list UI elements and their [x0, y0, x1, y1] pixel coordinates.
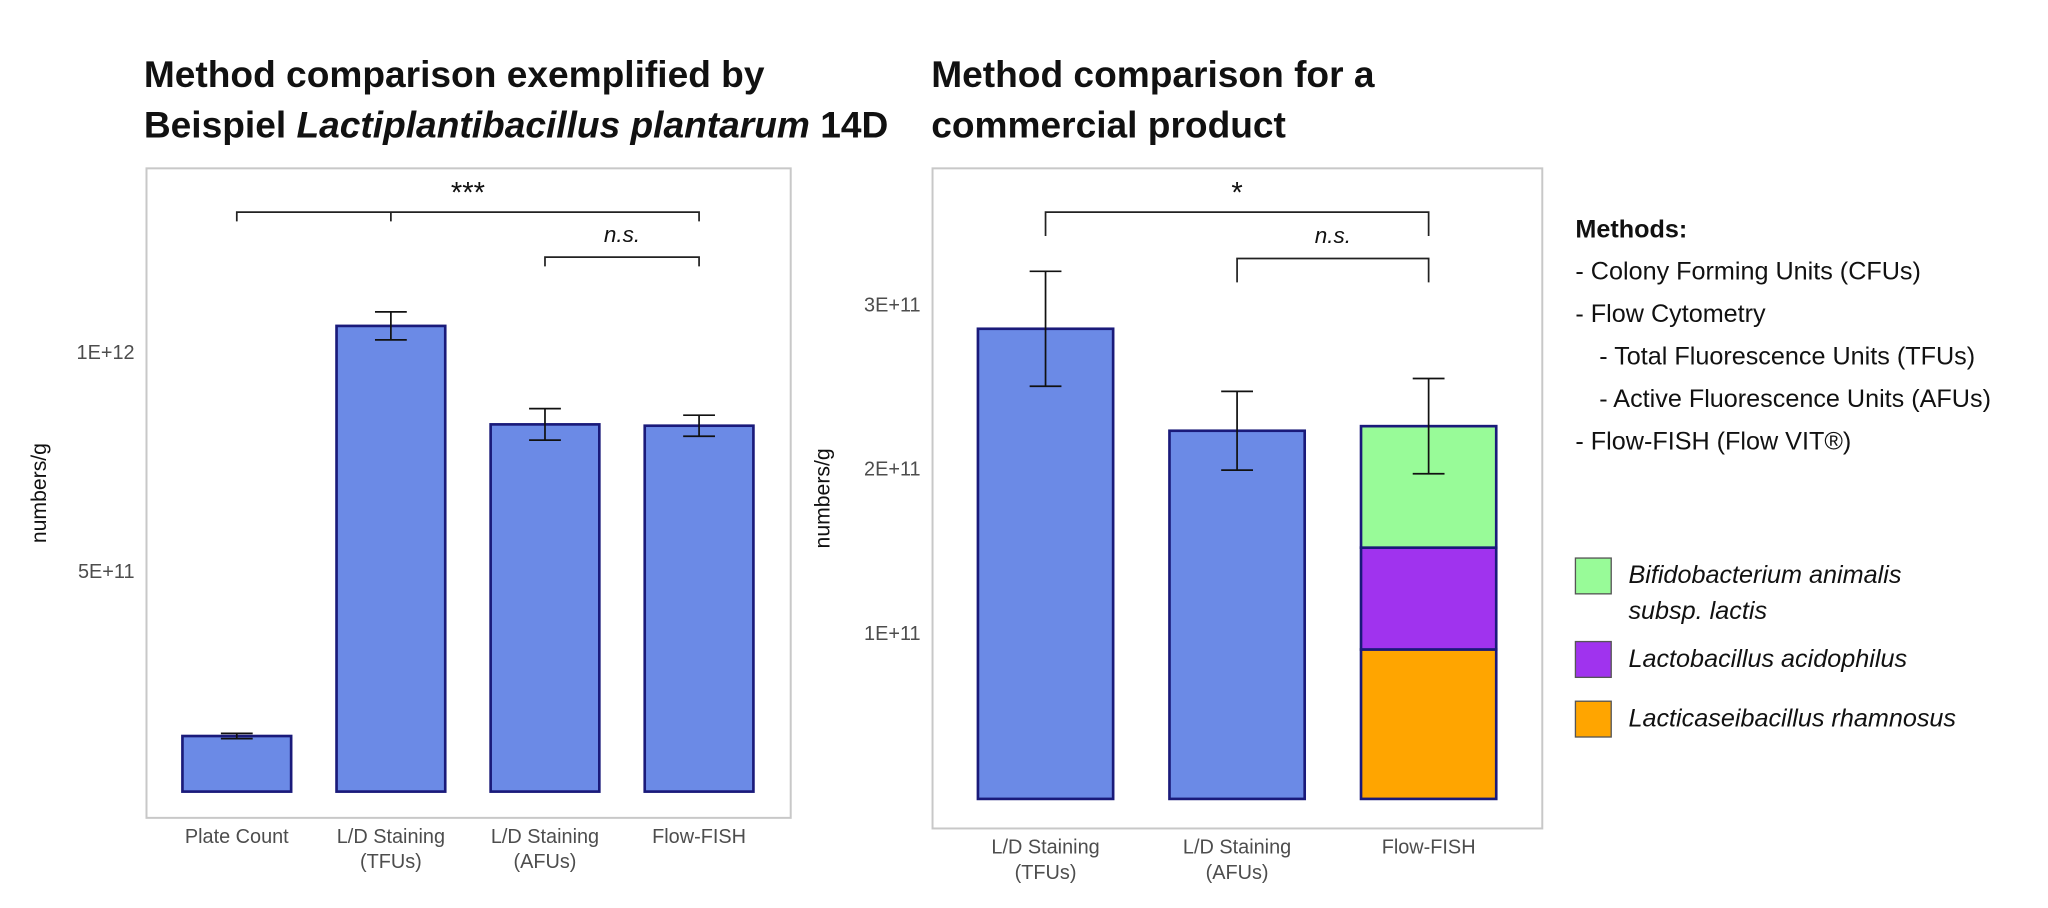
legend-entry: Bifidobacterium animalis subsp. lactis	[1628, 562, 1902, 626]
x-tick-label: L/D Staining	[991, 837, 1099, 859]
y-axis-label: numbers/g	[811, 448, 834, 548]
significance-bracket	[1236, 257, 1430, 283]
methods-subitem: - Active Fluorescence Units (AFUs)	[1599, 385, 1991, 413]
error-bar	[1221, 390, 1253, 472]
bar	[976, 327, 1115, 801]
y-tick-label: 1E+11	[864, 623, 921, 645]
y-tick-label: 5E+11	[78, 561, 135, 583]
chart-title: commercial product	[931, 103, 1286, 145]
y-axis-label: numbers/g	[28, 443, 51, 543]
methods-heading: Methods:	[1575, 215, 1687, 243]
y-tick-label: 2E+11	[864, 459, 921, 481]
x-tick-label: (AFUs)	[1206, 862, 1269, 884]
x-tick-label: (TFUs)	[1015, 862, 1077, 884]
error-bar	[683, 414, 715, 438]
bar	[1359, 648, 1498, 801]
chart-title: Method comparison exemplified by	[144, 53, 765, 95]
title-segment: Method comparison for a	[931, 53, 1375, 95]
bar	[643, 424, 755, 793]
significance-label: n.s.	[1315, 223, 1351, 248]
bar	[181, 734, 293, 793]
significance-bracket	[235, 211, 700, 222]
methods-item: - Flow-FISH (Flow VIT®)	[1575, 427, 1851, 455]
title-segment: Beispiel	[144, 103, 297, 145]
legend-swatch	[1574, 557, 1612, 595]
plot-frame	[931, 167, 1544, 830]
plot-frame	[145, 167, 792, 819]
x-tick-label: L/D Staining	[491, 826, 599, 848]
legend-swatch	[1574, 700, 1612, 738]
significance-label: n.s.	[604, 222, 640, 247]
x-tick-label: Plate Count	[185, 826, 289, 848]
methods-item: - Colony Forming Units (CFUs)	[1575, 258, 1920, 286]
error-bar	[374, 311, 407, 341]
legend-swatch	[1574, 640, 1612, 679]
methods-item: - Flow Cytometry	[1575, 300, 1766, 328]
bar	[335, 324, 447, 793]
x-tick-label: L/D Staining	[1183, 837, 1291, 859]
y-tick-label: 3E+11	[864, 295, 921, 317]
legend-label: Lactobacillus acidophilus	[1628, 645, 1908, 674]
legend-label: Lacticaseibacillus rhamnosus	[1628, 705, 1957, 734]
legend-label: Bifidobacterium animalis subsp. lactis	[1628, 562, 1902, 626]
x-tick-label: L/D Staining	[337, 826, 445, 848]
legend-entry: Lactobacillus acidophilus	[1628, 645, 1908, 674]
significance-label: ***	[451, 178, 485, 210]
chart-title: Beispiel Lactiplantibacillus plantarum 1…	[144, 103, 888, 145]
x-tick-label: Flow-FISH	[652, 826, 746, 848]
x-tick-label: Flow-FISH	[1382, 837, 1476, 859]
x-tick-label: (TFUs)	[360, 851, 422, 873]
bar	[1359, 546, 1498, 651]
title-segment: Lactiplantibacillus plantarum	[296, 103, 809, 145]
title-segment: Method comparison exemplified by	[144, 53, 765, 95]
title-segment: 14D	[810, 103, 888, 145]
methods-subitem: - Total Fluorescence Units (TFUs)	[1599, 343, 1975, 371]
title-segment: commercial product	[931, 103, 1286, 145]
significance-bracket	[1044, 211, 1430, 236]
bar	[1168, 429, 1307, 801]
legend-entry: Lacticaseibacillus rhamnosus	[1628, 705, 1957, 734]
error-bar	[1029, 270, 1062, 388]
chart-title: Method comparison for a	[931, 53, 1375, 95]
y-tick-label: 1E+12	[77, 342, 135, 364]
error-bar	[220, 732, 253, 740]
error-bar	[1412, 377, 1445, 475]
significance-bracket	[544, 256, 700, 267]
significance-label: *	[1231, 178, 1242, 210]
error-bar	[529, 407, 561, 442]
bar	[489, 423, 601, 793]
x-tick-label: (AFUs)	[514, 851, 577, 873]
